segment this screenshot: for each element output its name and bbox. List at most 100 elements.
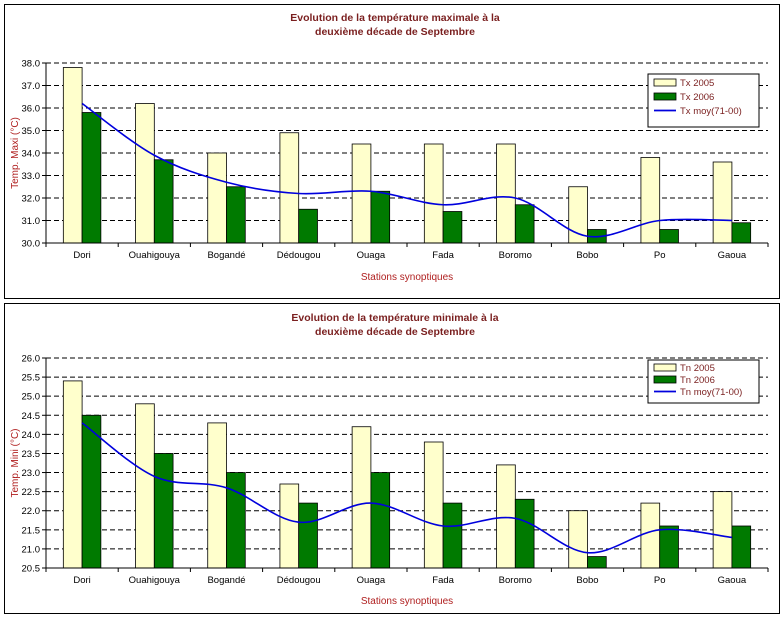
bar-tx-2006-ouaga xyxy=(370,190,391,244)
legend-swatch-tn-2006 xyxy=(653,375,677,384)
legend-swatch-tn-2005 xyxy=(653,363,677,372)
y-tick-label: 22.0 xyxy=(22,506,41,517)
legend-label-tx-2005: Tx 2005 xyxy=(680,78,714,89)
bar-tn-2005-fada xyxy=(423,441,444,569)
bar-tx-2006-ouahigouya xyxy=(153,159,174,244)
bar-tx-2005-po xyxy=(640,157,661,244)
bar-tn-2006-dori xyxy=(81,414,102,569)
y-tick-label: 21.0 xyxy=(22,544,41,555)
y-tick-label: 24.0 xyxy=(22,430,41,441)
legend-label-tn-2006: Tn 2006 xyxy=(680,375,715,386)
bar-tx-2006-dori xyxy=(81,112,102,244)
legend-label-tx-2006: Tx 2006 xyxy=(680,92,714,103)
bar-tn-2006-gaoua xyxy=(731,525,752,569)
y-tick-label: 34.0 xyxy=(22,149,41,160)
x-tick-label-bogande: Bogandé xyxy=(207,250,245,261)
y-tick-label: 23.5 xyxy=(22,449,41,460)
y-tick-label: 38.0 xyxy=(22,59,41,70)
x-axis-label: Stations synoptiques xyxy=(361,596,453,607)
bar-tn-2005-ouaga xyxy=(351,426,372,569)
chart-title-line-1: Evolution de la température maximale à l… xyxy=(290,12,500,24)
y-axis-label: Temp. Mini (°C) xyxy=(10,428,21,497)
bar-tx-2006-dedougou xyxy=(298,208,318,244)
legend-label-tn-moy-71-00: Tn moy(71-00) xyxy=(680,387,742,398)
x-tick-label-dori: Dori xyxy=(73,575,90,586)
y-axis-label: Temp. Maxi (°C) xyxy=(10,117,21,189)
y-tick-label: 24.5 xyxy=(22,411,41,422)
y-tick-label: 22.5 xyxy=(22,487,41,498)
bar-tx-2005-bobo xyxy=(568,186,588,244)
x-tick-label-ouaga: Ouaga xyxy=(357,250,386,261)
bar-tx-2006-po xyxy=(659,229,679,244)
chart-min-temperature: Evolution de la température minimale à l… xyxy=(10,312,769,607)
x-tick-label-boromo: Boromo xyxy=(499,575,532,586)
bar-tn-2005-gaoua xyxy=(712,491,733,569)
x-tick-label-po: Po xyxy=(654,575,666,586)
y-tick-label: 25.0 xyxy=(22,392,41,403)
bar-tx-2006-boromo xyxy=(514,204,535,244)
bar-tn-2005-bobo xyxy=(568,510,588,569)
x-axis-label: Stations synoptiques xyxy=(361,272,453,283)
bar-tx-2005-dedougou xyxy=(279,132,300,244)
x-tick-label-bobo: Bobo xyxy=(576,575,598,586)
chart-title-line-2: deuxième décade de Septembre xyxy=(315,326,475,338)
bar-tx-2005-gaoua xyxy=(712,161,733,244)
x-tick-label-ouahigouya: Ouahigouya xyxy=(129,575,181,586)
x-tick-label-gaoua: Gaoua xyxy=(718,250,747,261)
bar-tn-2006-fada xyxy=(442,502,463,569)
y-tick-label: 20.5 xyxy=(22,564,41,575)
bar-tn-2006-boromo xyxy=(514,498,535,569)
legend-label-tn-2005: Tn 2005 xyxy=(680,363,715,374)
bar-tn-2006-dedougou xyxy=(298,502,318,569)
x-tick-label-gaoua: Gaoua xyxy=(718,575,747,586)
y-tick-label: 36.0 xyxy=(22,104,41,115)
bar-tn-2005-dori xyxy=(62,380,83,569)
bar-tx-2006-fada xyxy=(442,211,463,244)
y-tick-label: 26.0 xyxy=(22,354,41,365)
bar-tn-2005-boromo xyxy=(496,464,516,569)
bar-tx-2005-dori xyxy=(62,67,83,244)
bar-tn-2005-ouahigouya xyxy=(135,403,155,569)
y-tick-label: 32.0 xyxy=(22,194,41,205)
y-tick-label: 30.0 xyxy=(22,239,41,250)
line-tx-moy-71-00 xyxy=(81,102,732,238)
bar-tn-2006-ouaga xyxy=(370,472,391,569)
chart-title-line-2: deuxième décade de Septembre xyxy=(315,26,475,38)
bar-tn-2005-po xyxy=(640,502,661,569)
bar-tn-2006-bogande xyxy=(226,472,246,569)
x-tick-label-ouahigouya: Ouahigouya xyxy=(129,250,181,261)
x-tick-label-fada: Fada xyxy=(432,575,454,586)
bar-tx-2005-ouahigouya xyxy=(135,103,155,244)
legend-label-tx-moy-71-00: Tx moy(71-00) xyxy=(680,106,742,117)
chart-panel-min-temperature: Evolution de la température minimale à l… xyxy=(4,303,780,614)
bar-tx-2005-ouaga xyxy=(351,143,372,244)
chart-panel-max-temperature: Evolution de la température maximale à l… xyxy=(4,4,780,299)
legend-swatch-tx-2005 xyxy=(653,78,677,87)
x-tick-label-boromo: Boromo xyxy=(499,250,532,261)
line-tn-moy-71-00 xyxy=(81,422,732,554)
x-tick-label-ouaga: Ouaga xyxy=(357,575,386,586)
y-tick-label: 35.0 xyxy=(22,126,41,137)
y-tick-label: 31.0 xyxy=(22,216,41,227)
chart-title-line-1: Evolution de la température minimale à l… xyxy=(291,312,498,324)
bar-tn-2005-dedougou xyxy=(279,483,300,569)
x-tick-label-bobo: Bobo xyxy=(576,250,598,261)
x-tick-label-dedougou: Dédougou xyxy=(277,250,321,261)
y-tick-label: 33.0 xyxy=(22,171,41,182)
bar-tx-2006-gaoua xyxy=(731,222,752,244)
y-tick-label: 21.5 xyxy=(22,525,41,536)
y-tick-label: 25.5 xyxy=(22,373,41,384)
bar-tn-2006-po xyxy=(659,525,679,569)
y-tick-label: 23.0 xyxy=(22,468,41,479)
x-tick-label-fada: Fada xyxy=(432,250,454,261)
legend-swatch-tx-2006 xyxy=(653,92,677,101)
bar-tn-2006-bobo xyxy=(587,556,607,569)
x-tick-label-bogande: Bogandé xyxy=(207,575,245,586)
bar-tx-2005-bogande xyxy=(207,152,227,244)
y-tick-label: 37.0 xyxy=(22,81,41,92)
bar-tx-2005-fada xyxy=(423,143,444,244)
bar-tn-2005-bogande xyxy=(207,422,227,569)
bar-tn-2006-ouahigouya xyxy=(153,453,174,569)
bar-tx-2005-boromo xyxy=(496,143,516,244)
chart-max-temperature: Evolution de la température maximale à l… xyxy=(10,12,769,283)
